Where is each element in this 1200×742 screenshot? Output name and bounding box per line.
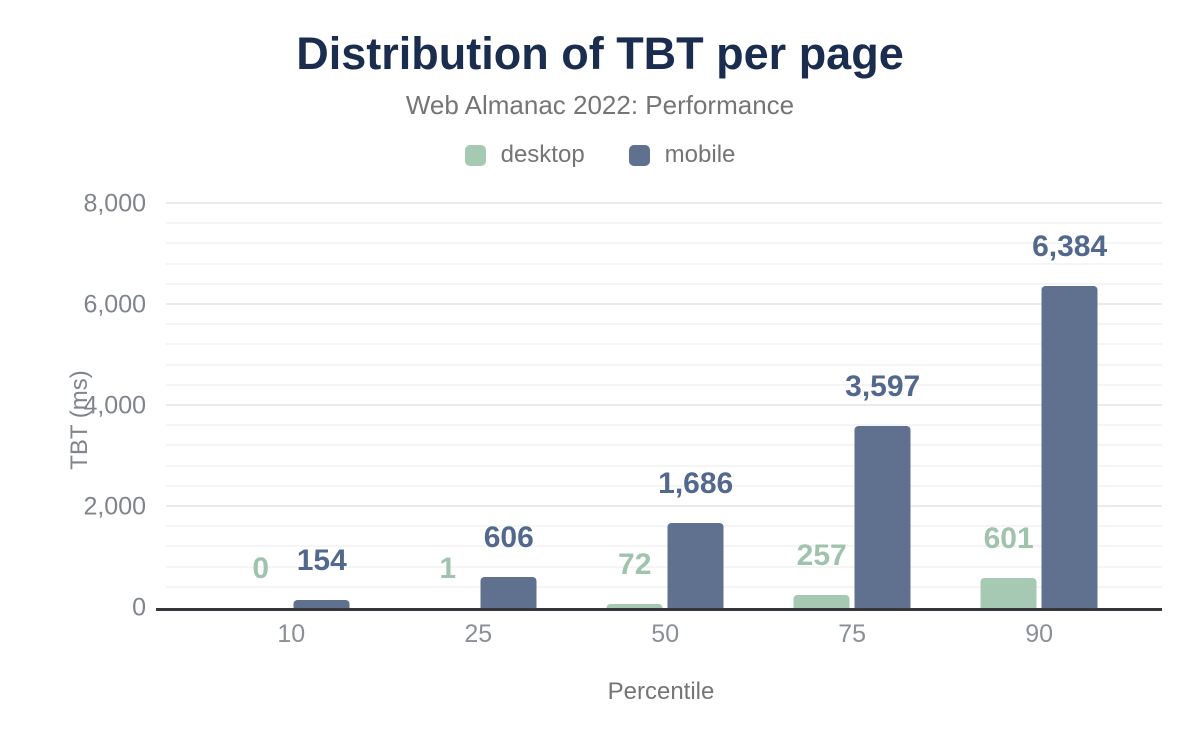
legend-item-desktop[interactable]: desktop xyxy=(464,141,585,169)
bar-value-label-mobile-p10: 154 xyxy=(296,544,347,578)
gridline-minor xyxy=(166,484,1162,487)
gridline-minor xyxy=(166,222,1162,225)
gridline-minor xyxy=(166,585,1162,588)
x-axis-tick-label: 25 xyxy=(464,620,493,648)
bar-value-label-mobile-p90: 6,384 xyxy=(1032,229,1108,263)
bar-desktop-p75[interactable]: 257 xyxy=(793,541,850,608)
bar-value-label-mobile-p50: 1,686 xyxy=(658,466,734,500)
gridline-minor xyxy=(166,525,1162,528)
bar-value-label-desktop-p50: 72 xyxy=(618,548,652,582)
bar-desktop-p90[interactable]: 601 xyxy=(980,523,1037,608)
gridline-minor xyxy=(166,565,1162,568)
bar-value-label-mobile-p75: 3,597 xyxy=(845,370,921,404)
gridline-minor xyxy=(166,363,1162,366)
x-axis-title: Percentile xyxy=(607,678,715,705)
bar-mobile-p50[interactable]: 1,686 xyxy=(658,468,733,608)
legend-item-mobile[interactable]: mobile xyxy=(628,141,736,169)
gridline-minor xyxy=(166,424,1162,427)
gridline-minor xyxy=(166,464,1162,467)
x-axis-tick-label: 10 xyxy=(277,620,306,648)
gridline-minor xyxy=(166,323,1162,326)
gridline-major xyxy=(166,404,1162,406)
plot-area: Percentile 0 2,000 4,000 6,000 8,000 0 154 10 1 6… xyxy=(83,191,1162,705)
x-axis-tick-label: 75 xyxy=(838,620,867,648)
legend-label-mobile: mobile xyxy=(664,141,736,168)
bar-value-label-desktop-p90: 601 xyxy=(983,521,1034,555)
chart-subtitle: Web Almanac 2022: Performance xyxy=(405,90,795,120)
bar-value-label-desktop-p75: 257 xyxy=(796,539,847,573)
gridline-minor xyxy=(166,343,1162,346)
x-axis-line xyxy=(156,608,1162,611)
bar-value-label-mobile-p25: 606 xyxy=(483,521,534,555)
y-axis-tick-label: 2,000 xyxy=(83,492,146,521)
bar-group-p75: 257 3,597 xyxy=(793,204,920,608)
bar-mobile-p90[interactable]: 6,384 xyxy=(1032,231,1107,608)
bar-value-label-desktop-p10: 0 xyxy=(252,552,270,585)
legend-swatch-desktop-icon xyxy=(464,144,486,166)
bar-group-p10: 0 154 xyxy=(233,204,350,608)
gridline-minor xyxy=(166,545,1162,548)
gridline-minor xyxy=(166,444,1162,447)
legend-label-desktop: desktop xyxy=(500,141,585,168)
x-axis-tick-label: 90 xyxy=(1025,620,1054,648)
gridline-minor xyxy=(166,242,1162,245)
y-axis-tick-label: 8,000 xyxy=(83,189,146,218)
bar-mobile-p25[interactable]: 606 xyxy=(480,523,537,608)
gridline-minor xyxy=(166,383,1162,386)
bar-group-p50: 72 1,686 xyxy=(606,204,733,608)
y-axis-tick-label: 4,000 xyxy=(83,391,146,420)
gridline-major xyxy=(166,202,1162,204)
bar-group-p25: 1 606 xyxy=(419,204,537,608)
gridline-minor xyxy=(166,282,1162,285)
legend: desktop mobile xyxy=(0,141,1200,169)
gridline-minor xyxy=(166,262,1162,265)
legend-swatch-mobile-icon xyxy=(628,144,650,166)
bar-group-p90: 601 6,384 xyxy=(980,204,1107,608)
bar-desktop-p50[interactable]: 72 xyxy=(606,550,663,608)
gridline-major xyxy=(166,303,1162,305)
y-axis-tick-label: 0 xyxy=(132,593,146,622)
bar-mobile-p75[interactable]: 3,597 xyxy=(845,372,920,608)
y-axis-title: TBT (ms) xyxy=(65,370,93,470)
bar-mobile-p10[interactable]: 154 xyxy=(293,546,350,608)
x-axis-tick-label: 50 xyxy=(651,620,680,648)
chart-title: Distribution of TBT per page xyxy=(296,28,904,79)
y-axis-tick-label: 6,000 xyxy=(83,290,146,319)
gridline-major xyxy=(166,505,1162,507)
bar-value-label-desktop-p25: 1 xyxy=(439,551,457,585)
